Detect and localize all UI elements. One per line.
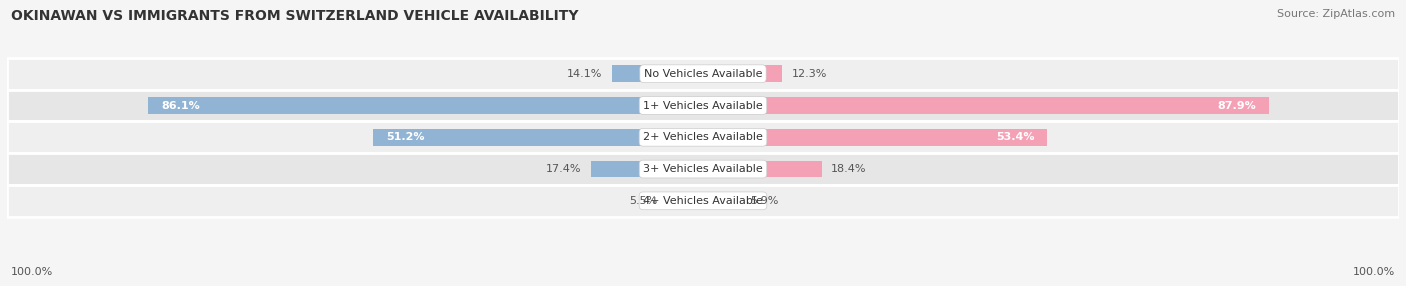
Text: 51.2%: 51.2% [385, 132, 425, 142]
Bar [591, 161, 703, 177]
Text: 3+ Vehicles Available: 3+ Vehicles Available [643, 164, 763, 174]
Text: 12.3%: 12.3% [792, 69, 827, 79]
Text: No Vehicles Available: No Vehicles Available [644, 69, 762, 79]
Text: 1+ Vehicles Available: 1+ Vehicles Available [643, 100, 763, 110]
Text: 87.9%: 87.9% [1218, 100, 1257, 110]
Bar [703, 129, 1047, 146]
Bar [148, 97, 703, 114]
Text: 18.4%: 18.4% [831, 164, 866, 174]
Bar [7, 185, 1399, 217]
Text: Source: ZipAtlas.com: Source: ZipAtlas.com [1277, 9, 1395, 19]
Text: 100.0%: 100.0% [11, 267, 53, 277]
Bar [7, 58, 1399, 90]
Text: 2+ Vehicles Available: 2+ Vehicles Available [643, 132, 763, 142]
Text: 100.0%: 100.0% [1353, 267, 1395, 277]
Text: OKINAWAN VS IMMIGRANTS FROM SWITZERLAND VEHICLE AVAILABILITY: OKINAWAN VS IMMIGRANTS FROM SWITZERLAND … [11, 9, 579, 23]
Text: 17.4%: 17.4% [546, 164, 581, 174]
Bar [7, 90, 1399, 121]
Text: 4+ Vehicles Available: 4+ Vehicles Available [643, 196, 763, 206]
Text: 5.9%: 5.9% [751, 196, 779, 206]
Bar [703, 192, 741, 209]
Bar [7, 153, 1399, 185]
Bar [612, 65, 703, 82]
Bar [7, 121, 1399, 153]
Text: 14.1%: 14.1% [567, 69, 603, 79]
Text: 5.5%: 5.5% [630, 196, 658, 206]
Bar [703, 161, 821, 177]
Bar [703, 97, 1270, 114]
Text: 53.4%: 53.4% [995, 132, 1035, 142]
Text: 86.1%: 86.1% [162, 100, 200, 110]
Bar [703, 65, 782, 82]
Bar [668, 192, 703, 209]
Bar [373, 129, 703, 146]
